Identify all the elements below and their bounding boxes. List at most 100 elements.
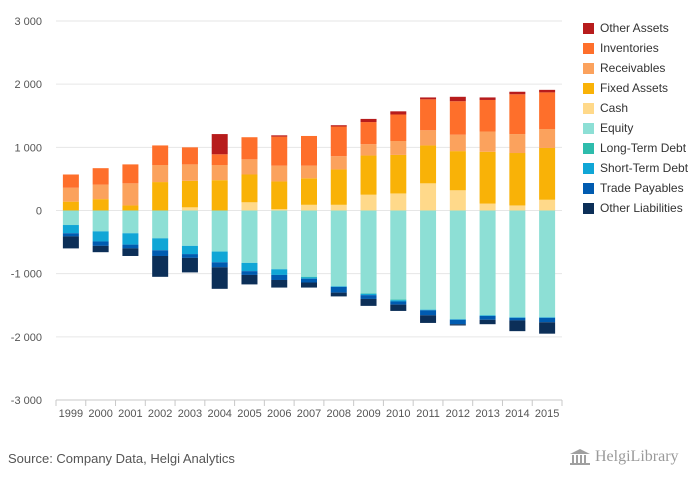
bar-segment (181, 207, 198, 211)
bar-segment (241, 202, 258, 211)
bar-segment (301, 210, 317, 277)
legend-swatch (583, 62, 594, 74)
bar-segment (92, 210, 109, 232)
bar-segment (390, 300, 407, 302)
legend-label: Short-Term Debt (600, 161, 689, 175)
bar-segment (92, 184, 109, 200)
bar-segment (509, 94, 526, 135)
bar-segment (479, 203, 496, 211)
bar-segment (301, 278, 317, 283)
legend-label: Other Assets (600, 21, 669, 35)
bar-segment (211, 251, 228, 263)
bar-segment (62, 174, 79, 188)
bar-segment (122, 183, 139, 206)
x-tick-label: 2002 (148, 408, 172, 420)
bar-segment (62, 233, 79, 237)
bar-segment (330, 292, 347, 297)
bar-segment (479, 315, 496, 316)
legend-label: Receivables (600, 61, 666, 75)
bar-segment (271, 135, 288, 137)
helgi-library-logo[interactable]: HelgiLibrary (569, 448, 679, 466)
x-tick-label: 2011 (416, 408, 440, 420)
x-tick-label: 2004 (207, 408, 231, 420)
y-tick-label: -2 000 (11, 332, 42, 344)
x-tick-label: 2008 (327, 408, 351, 420)
bar-segment (449, 151, 466, 191)
bar-segment (122, 164, 139, 184)
bar-segment (301, 276, 317, 278)
bar-segment (479, 319, 496, 325)
bar-segment (420, 99, 437, 131)
bar-segment (330, 156, 347, 170)
bar-segment (301, 178, 317, 205)
legend-label: Long-Term Debt (600, 141, 687, 155)
legend-label: Equity (600, 121, 634, 135)
bar-segment (271, 165, 288, 182)
bar-segment (360, 194, 377, 211)
bar-segment (92, 245, 109, 253)
bar-segment (449, 96, 466, 102)
x-tick-label: 2010 (386, 408, 410, 420)
legend-swatch (583, 162, 594, 174)
bar-segment (479, 151, 496, 204)
legend-swatch (583, 122, 594, 134)
bar-segment (330, 204, 347, 211)
bar-segment (62, 210, 79, 226)
x-tick-label: 2000 (88, 408, 112, 420)
source-note: Source: Company Data, Helgi Analytics (8, 451, 235, 466)
bar-segment (122, 248, 139, 256)
bar-segment (241, 159, 258, 175)
bar-segment (390, 114, 407, 142)
bar-segment (360, 298, 377, 306)
x-tick-label: 2005 (237, 408, 261, 420)
bar-segment (390, 304, 407, 311)
legend-swatch (583, 22, 594, 34)
bar-segment (390, 154, 407, 194)
bar-segment (360, 295, 377, 299)
bar-segment (181, 254, 198, 258)
bar-segment (360, 293, 377, 296)
bar-segment (449, 319, 466, 325)
bar-segment (420, 130, 437, 146)
bar-segment (152, 238, 169, 251)
y-tick-label: 2 000 (14, 79, 42, 91)
bar-segment (539, 317, 556, 323)
bar-segment (509, 153, 526, 206)
bar-segment (360, 293, 377, 294)
bar-segment (301, 204, 317, 211)
bar-segment (301, 282, 317, 288)
bar-segment (449, 101, 466, 135)
bar-segment (509, 91, 526, 95)
legend-label: Cash (600, 101, 629, 115)
bar-segment (241, 274, 258, 285)
y-tick-label: 1 000 (14, 142, 42, 154)
bar-segment (92, 199, 109, 211)
bar-segment (449, 190, 466, 211)
bar-segment (181, 180, 198, 208)
bar-segment (479, 210, 496, 316)
library-building-icon (570, 449, 590, 465)
bar-segment (62, 225, 79, 234)
x-tick-label: 2012 (446, 408, 470, 420)
bar-segment (271, 269, 288, 275)
bar-segment (330, 126, 347, 157)
bar-segment (211, 134, 228, 155)
bar-segment (241, 210, 258, 263)
bar-segment (271, 274, 288, 280)
bar-segment (360, 144, 377, 156)
x-tick-label: 2014 (505, 408, 529, 420)
bar-segment (62, 187, 79, 202)
y-tick-label: -3 000 (11, 395, 42, 407)
legend-label: Inventories (600, 41, 659, 55)
bar-segment (330, 286, 347, 287)
legend-swatch (583, 82, 594, 94)
bar-segment (390, 111, 407, 115)
bar-segment (181, 257, 198, 273)
bar-segment (539, 317, 556, 318)
bar-segment (122, 244, 139, 249)
x-tick-label: 2003 (178, 408, 202, 420)
bar-segment (390, 141, 407, 155)
y-tick-label: -1 000 (11, 269, 42, 281)
legend-item-equity: Equity (583, 118, 688, 138)
x-tick-label: 2001 (118, 408, 142, 420)
